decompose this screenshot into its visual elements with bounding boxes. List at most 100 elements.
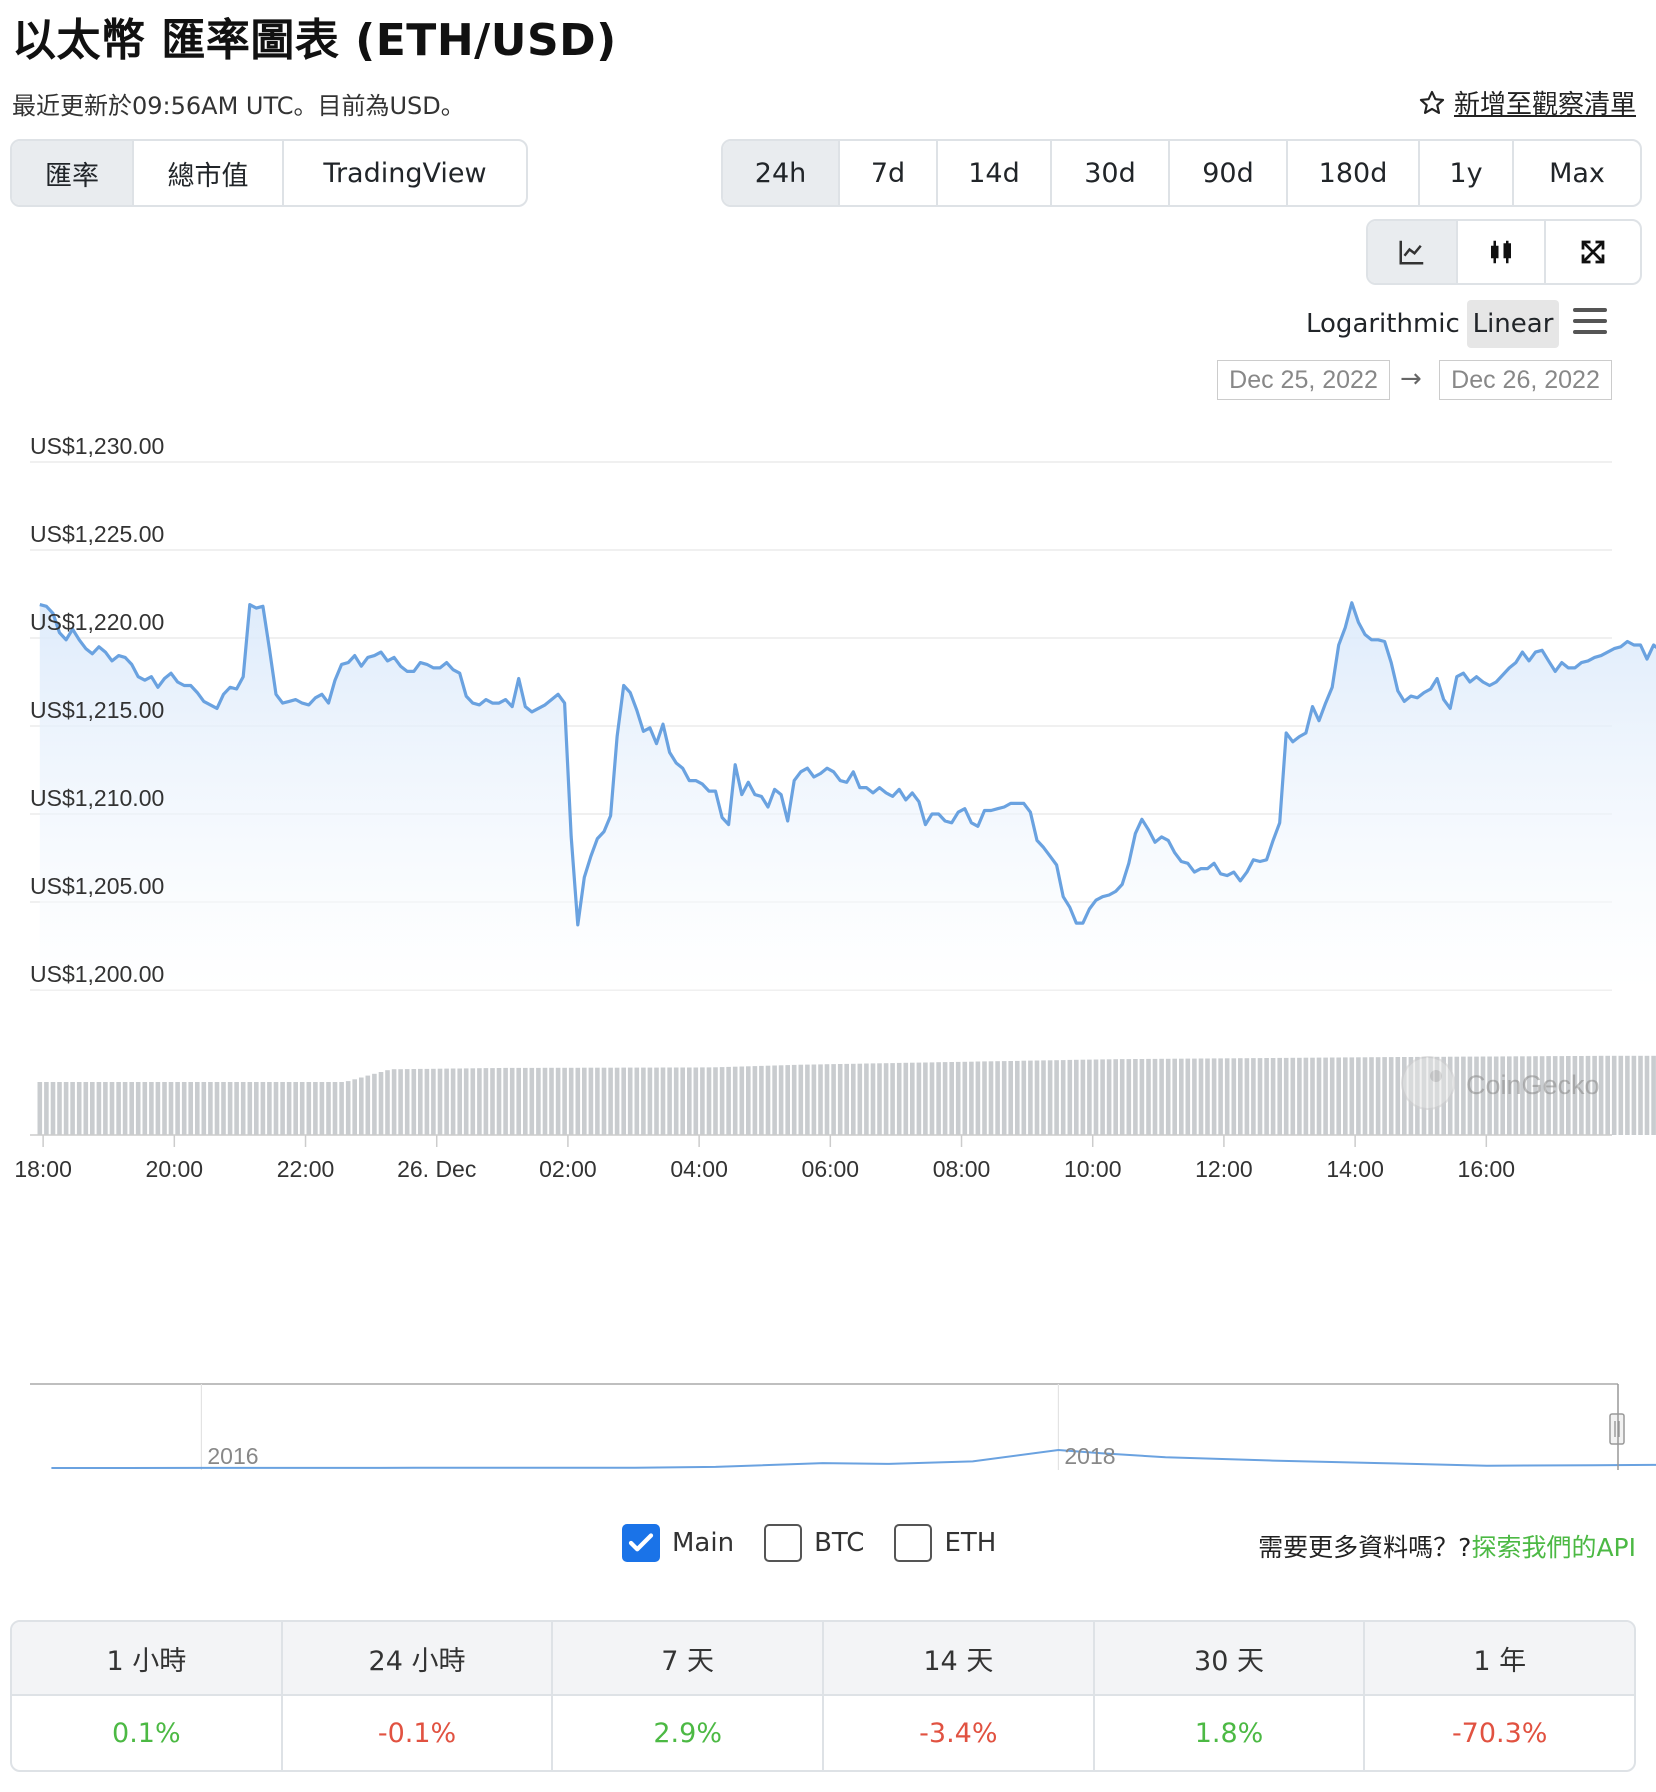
volume-bar xyxy=(63,1082,69,1135)
line-chart-button[interactable] xyxy=(1368,221,1458,283)
volume-bar xyxy=(1172,1058,1177,1135)
volume-bar xyxy=(824,1064,830,1135)
x-axis-tick-label: 16:00 xyxy=(1458,1156,1516,1182)
volume-bar xyxy=(791,1064,797,1135)
perf-col-1y: 1 年 -70.3% xyxy=(1365,1622,1634,1770)
legend-btc[interactable]: BTC xyxy=(764,1524,864,1562)
logarithmic-scale-button[interactable]: Logarithmic xyxy=(1306,309,1460,339)
volume-bar xyxy=(582,1067,587,1135)
navigator-handle[interactable] xyxy=(1609,1413,1625,1445)
volume-bar xyxy=(168,1082,174,1135)
perf-value: 0.1% xyxy=(112,1717,181,1749)
volume-bar xyxy=(391,1069,397,1135)
volume-bar xyxy=(778,1065,784,1135)
legend-eth-label: ETH xyxy=(944,1528,997,1558)
volume-bar xyxy=(457,1068,462,1135)
volume-bar xyxy=(1224,1058,1230,1135)
volume-bar xyxy=(76,1082,82,1135)
volume-bar xyxy=(1382,1057,1387,1135)
add-to-watchlist-link[interactable]: 新增至觀察清單 xyxy=(1418,84,1636,121)
volume-bar xyxy=(1238,1058,1243,1135)
tab-tradingview[interactable]: TradingView xyxy=(323,157,487,189)
volume-bar xyxy=(1290,1057,1296,1135)
volume-bar xyxy=(431,1068,436,1135)
volume-bar xyxy=(1218,1058,1223,1135)
fullscreen-button[interactable] xyxy=(1546,221,1640,283)
range-24h-tab[interactable]: 24h xyxy=(723,141,840,205)
checkmark-icon xyxy=(628,1533,654,1552)
legend-main[interactable]: Main xyxy=(622,1524,734,1562)
volume-bar xyxy=(1572,1056,1578,1135)
btc-checkbox[interactable] xyxy=(764,1524,803,1562)
volume-bar xyxy=(470,1068,476,1135)
range-180d-tab[interactable]: 180d xyxy=(1288,141,1420,205)
perf-header: 7 天 xyxy=(553,1622,823,1696)
legend-eth[interactable]: ETH xyxy=(894,1524,996,1562)
volume-bar xyxy=(549,1067,554,1135)
volume-bar xyxy=(214,1082,220,1135)
volume-bar xyxy=(1087,1059,1092,1135)
series-legend: Main BTC ETH xyxy=(622,1524,996,1562)
explore-api-link[interactable]: 探索我們的API xyxy=(1471,1533,1636,1562)
range-1y-tab[interactable]: 1y xyxy=(1420,141,1514,205)
volume-bar xyxy=(1487,1056,1492,1135)
volume-bar xyxy=(122,1082,128,1135)
hamburger-menu-icon[interactable] xyxy=(1572,306,1608,336)
volume-bar xyxy=(654,1067,659,1135)
volume-bar xyxy=(234,1082,239,1135)
volume-bar xyxy=(195,1082,200,1135)
range-90d-tab[interactable]: 90d xyxy=(1170,141,1288,205)
volume-bar xyxy=(1559,1056,1565,1135)
range-7d-tab[interactable]: 7d xyxy=(840,141,938,205)
volume-bar xyxy=(726,1066,731,1135)
x-axis-tick-label: 10:00 xyxy=(1064,1156,1122,1182)
eth-checkbox[interactable] xyxy=(894,1524,933,1562)
volume-bar xyxy=(1146,1058,1151,1135)
x-axis-tick-label: 14:00 xyxy=(1326,1156,1384,1182)
candlestick-button[interactable] xyxy=(1458,221,1546,283)
volume-bar xyxy=(345,1081,351,1135)
range-max-tab[interactable]: Max xyxy=(1549,157,1605,189)
watermark-text: CoinGecko xyxy=(1466,1070,1600,1100)
volume-bar xyxy=(319,1082,325,1135)
volume-bar xyxy=(719,1067,725,1135)
volume-bar xyxy=(857,1063,863,1135)
volume-bar xyxy=(1461,1056,1466,1135)
tab-price[interactable]: 匯率 xyxy=(12,141,134,205)
volume-bar xyxy=(864,1063,869,1135)
volume-bar xyxy=(201,1082,207,1135)
volume-bar xyxy=(116,1082,121,1135)
main-checkbox[interactable] xyxy=(622,1524,660,1562)
volume-bar xyxy=(1133,1059,1138,1135)
volume-bar xyxy=(641,1067,646,1135)
volume-bar xyxy=(1395,1057,1401,1135)
volume-bar xyxy=(1618,1055,1624,1135)
volume-bar xyxy=(660,1067,666,1135)
volume-bar xyxy=(1631,1055,1637,1135)
volume-bar xyxy=(693,1067,699,1135)
api-prompt: 需要更多資料嗎？?探索我們的API xyxy=(1258,1528,1636,1564)
perf-value: -3.4% xyxy=(919,1717,998,1749)
perf-value: 1.8% xyxy=(1194,1717,1264,1749)
volume-bar xyxy=(1539,1056,1545,1135)
navigator-chart[interactable]: 2016201820202022 xyxy=(0,1380,1656,1480)
volume-bar xyxy=(1283,1057,1289,1135)
volume-bar xyxy=(831,1064,836,1135)
volume-bar xyxy=(1211,1058,1217,1135)
volume-bar xyxy=(1454,1056,1460,1135)
date-from-input[interactable]: Dec 25, 2022 xyxy=(1217,360,1390,400)
range-30d-tab[interactable]: 30d xyxy=(1052,141,1170,205)
volume-bar xyxy=(57,1082,62,1135)
tab-market-cap[interactable]: 總市值 xyxy=(134,141,284,205)
linear-scale-button[interactable]: Linear xyxy=(1467,300,1559,348)
volume-bar xyxy=(536,1067,541,1135)
volume-bar xyxy=(621,1067,626,1135)
price-chart[interactable]: US$1,230.00 US$1,225.00 US$1,220.00 US$1,21… xyxy=(0,420,1656,1340)
price-change-table: 1 小時 0.1% 24 小時 -0.1% 7 天 2.9% 14 天 -3.4… xyxy=(10,1620,1636,1772)
range-14d-tab[interactable]: 14d xyxy=(938,141,1052,205)
date-to-input[interactable]: Dec 26, 2022 xyxy=(1439,360,1612,400)
perf-col-1h: 1 小時 0.1% xyxy=(12,1622,283,1770)
volume-bar xyxy=(299,1082,305,1135)
x-axis-tick-label: 20:00 xyxy=(146,1156,204,1182)
volume-bar xyxy=(1159,1058,1164,1135)
